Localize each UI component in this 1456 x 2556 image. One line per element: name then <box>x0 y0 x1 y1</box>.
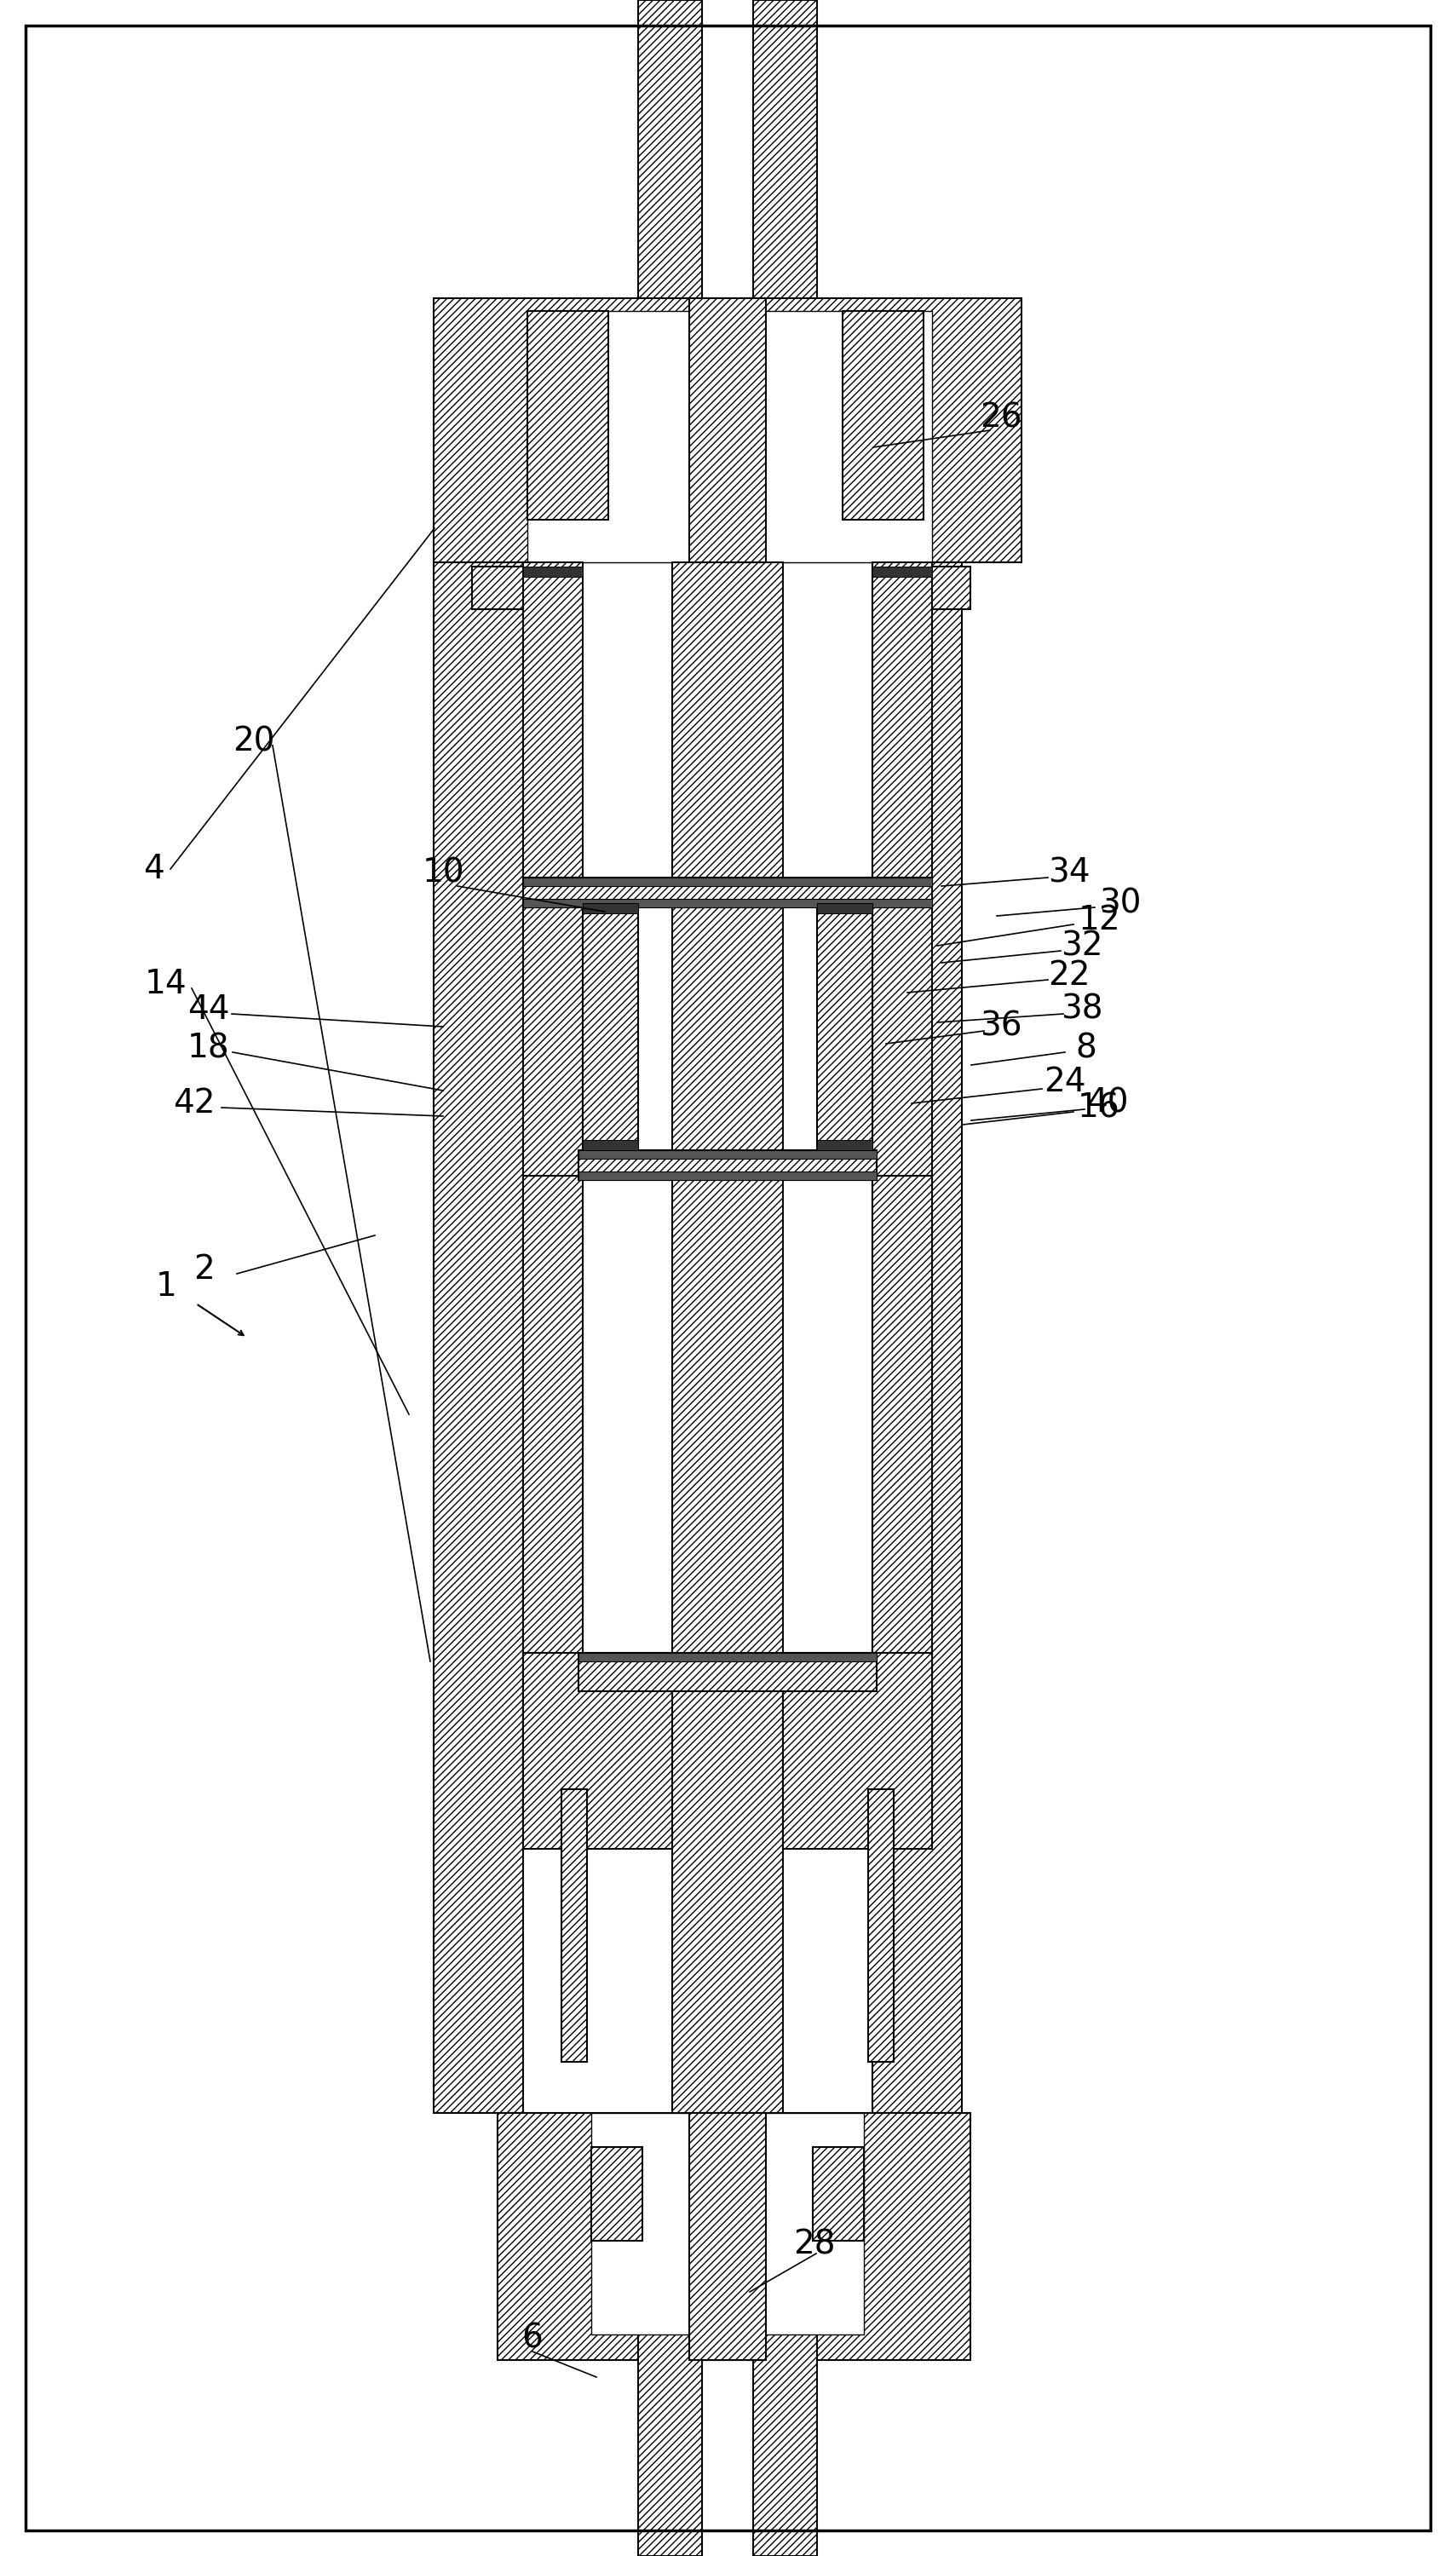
Text: 24: 24 <box>1044 1066 1086 1099</box>
Bar <box>638 0 702 340</box>
Text: 38: 38 <box>1061 994 1104 1025</box>
Bar <box>872 1176 932 1822</box>
Bar <box>562 1789 587 2063</box>
Bar <box>817 902 872 912</box>
Bar <box>783 1654 932 1848</box>
Text: 16: 16 <box>1077 1091 1120 1125</box>
Text: 30: 30 <box>1099 887 1142 920</box>
Text: 32: 32 <box>1061 930 1104 961</box>
Bar <box>434 562 523 2114</box>
Text: 2: 2 <box>194 1252 215 1286</box>
Bar <box>591 2147 642 2242</box>
Bar <box>434 299 1022 562</box>
Text: 10: 10 <box>422 856 464 889</box>
Text: 28: 28 <box>794 2229 836 2262</box>
Bar <box>843 312 923 519</box>
Text: 42: 42 <box>173 1086 215 1120</box>
Bar <box>872 562 932 1822</box>
Text: 44: 44 <box>188 994 230 1025</box>
Bar <box>689 299 766 562</box>
Bar <box>578 1150 877 1181</box>
Bar <box>673 562 783 2114</box>
Bar <box>689 2114 766 2359</box>
Bar <box>523 1176 582 1822</box>
Text: 6: 6 <box>521 2323 543 2354</box>
Bar <box>582 902 638 912</box>
Text: 20: 20 <box>233 726 275 757</box>
Bar <box>578 1654 877 1661</box>
Bar <box>523 1654 673 1848</box>
Bar <box>868 1789 894 2063</box>
Bar <box>872 567 932 578</box>
Text: 8: 8 <box>1076 1033 1096 1063</box>
Bar <box>872 562 962 2114</box>
Text: 18: 18 <box>188 1033 230 1063</box>
Text: 26: 26 <box>980 401 1022 435</box>
Bar <box>472 567 523 608</box>
Bar <box>523 900 932 907</box>
Text: 40: 40 <box>1086 1086 1128 1120</box>
Bar <box>498 2114 970 2359</box>
Bar <box>523 562 872 2114</box>
Bar <box>527 312 609 519</box>
Text: 22: 22 <box>1048 958 1091 992</box>
Bar <box>523 562 582 1822</box>
Bar <box>578 1150 877 1158</box>
Bar <box>523 877 932 887</box>
Text: 34: 34 <box>1048 856 1091 889</box>
Bar <box>582 1140 638 1150</box>
Bar <box>527 312 932 562</box>
Bar <box>817 1140 872 1150</box>
Bar <box>523 567 582 578</box>
Bar <box>523 877 932 907</box>
Text: 12: 12 <box>1077 905 1120 935</box>
Bar <box>578 1171 877 1181</box>
Bar <box>932 567 970 608</box>
Bar <box>812 2147 863 2242</box>
Bar <box>582 902 638 1150</box>
Text: 1: 1 <box>156 1270 176 1304</box>
Bar <box>817 902 872 1150</box>
Text: 14: 14 <box>146 969 188 999</box>
Bar <box>638 2216 702 2556</box>
Bar <box>578 1654 877 1692</box>
Bar <box>753 0 817 340</box>
Bar <box>591 2114 863 2334</box>
Bar <box>753 2216 817 2556</box>
Text: 36: 36 <box>980 1010 1022 1043</box>
Text: 4: 4 <box>143 854 165 884</box>
